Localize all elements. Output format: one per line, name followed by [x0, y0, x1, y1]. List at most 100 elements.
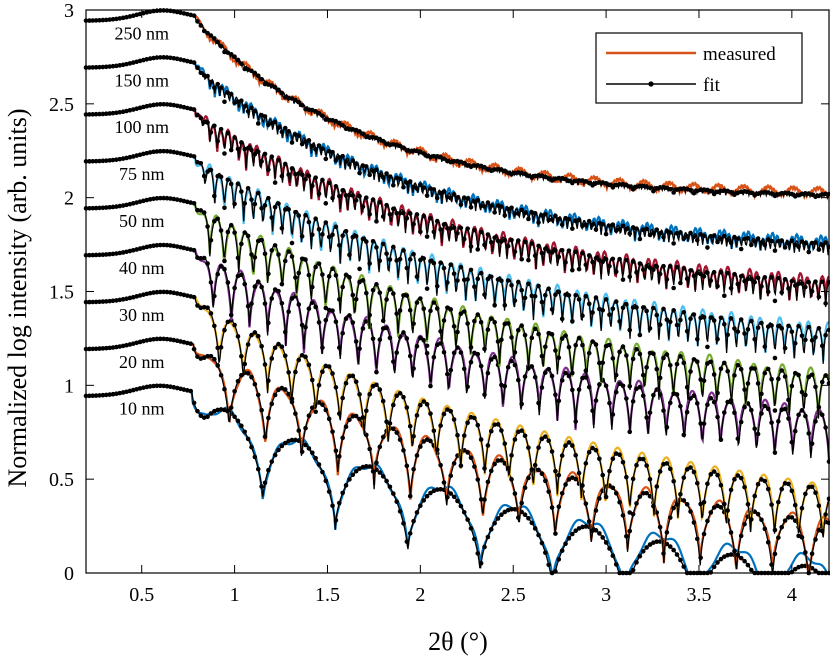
- fit-marker: [681, 309, 687, 315]
- fit-marker: [340, 435, 345, 441]
- fit-marker: [816, 325, 822, 331]
- fit-marker: [448, 367, 454, 373]
- fit-marker: [272, 84, 278, 90]
- fit-marker: [529, 467, 535, 472]
- fit-marker: [367, 172, 372, 178]
- fit-marker: [762, 344, 768, 349]
- fit-marker: [212, 85, 217, 91]
- fit-marker: [320, 402, 325, 407]
- fit-marker: [499, 337, 504, 343]
- fit-marker: [350, 320, 356, 325]
- fit-marker: [242, 230, 248, 235]
- fit-marker: [391, 359, 396, 364]
- fit-marker: [232, 388, 237, 394]
- fit-marker: [384, 202, 389, 208]
- fit-marker: [553, 392, 558, 398]
- fit-marker: [168, 102, 173, 107]
- fit-marker: [600, 307, 606, 313]
- fit-marker: [586, 301, 592, 307]
- fit-marker: [431, 300, 437, 305]
- fit-marker: [482, 392, 487, 397]
- fit-marker: [722, 293, 727, 299]
- fit-marker: [215, 271, 221, 277]
- fit-marker: [360, 131, 366, 137]
- fit-marker: [515, 170, 521, 175]
- fit-marker: [377, 337, 383, 342]
- fit-marker: [556, 254, 562, 260]
- fit-marker: [451, 324, 457, 329]
- fit-marker: [813, 279, 818, 284]
- fit-marker: [418, 503, 423, 509]
- fit-marker: [269, 215, 275, 220]
- fit-marker: [556, 398, 562, 404]
- fit-marker: [691, 469, 697, 475]
- fit-marker: [600, 472, 606, 478]
- fit-marker: [515, 211, 521, 216]
- fit-marker: [370, 197, 376, 202]
- fit-marker: [651, 230, 656, 236]
- fit-marker: [276, 447, 281, 453]
- fit-marker: [306, 173, 312, 179]
- fit-marker: [448, 473, 454, 479]
- fit-marker: [323, 220, 329, 225]
- fit-marker: [752, 336, 757, 342]
- fit-marker: [299, 141, 305, 147]
- fit-marker: [465, 384, 470, 390]
- fit-marker: [688, 509, 693, 514]
- fit-marker: [654, 264, 660, 269]
- fit-marker: [485, 327, 491, 332]
- fit-marker: [667, 230, 673, 235]
- fit-marker: [100, 252, 106, 257]
- fit-marker: [755, 325, 761, 331]
- fit-marker: [154, 383, 160, 389]
- fit-marker: [90, 18, 96, 23]
- fit-marker: [451, 158, 457, 164]
- fit-marker: [357, 392, 362, 397]
- fit-marker: [326, 234, 332, 240]
- fit-marker: [380, 434, 386, 440]
- fit-marker: [364, 319, 369, 324]
- fit-marker: [225, 408, 231, 413]
- fit-marker: [195, 354, 200, 359]
- y-axis-label: Normalized log intensity (arb. units): [3, 108, 32, 487]
- fit-marker: [461, 509, 467, 515]
- fit-marker: [100, 346, 106, 351]
- y-tick-labels: 00.511.522.53: [49, 0, 74, 585]
- fit-marker: [266, 320, 271, 326]
- fit-marker: [701, 421, 707, 426]
- fit-marker: [384, 251, 389, 256]
- fit-marker: [803, 392, 808, 398]
- fit-marker: [347, 477, 352, 482]
- fit-marker: [330, 266, 335, 272]
- fit-marker: [742, 521, 747, 527]
- fit-marker: [485, 276, 491, 282]
- fit-marker: [580, 313, 585, 319]
- fit-marker: [212, 123, 217, 129]
- fit-marker: [320, 469, 325, 475]
- fit-marker: [735, 236, 741, 241]
- fit-marker: [110, 17, 116, 22]
- fit-marker: [367, 135, 372, 140]
- fit-marker: [681, 236, 687, 242]
- fit-marker: [657, 271, 663, 277]
- fit-marker: [97, 393, 102, 398]
- fit-marker: [225, 280, 231, 285]
- fit-marker: [651, 188, 656, 194]
- fit-marker: [532, 173, 538, 179]
- fit-marker: [536, 532, 541, 538]
- fit-marker: [269, 83, 275, 88]
- fit-marker: [117, 63, 123, 68]
- fit-marker: [289, 166, 295, 171]
- fit-marker: [164, 383, 170, 389]
- fit-marker: [546, 217, 551, 223]
- fit-marker: [276, 288, 281, 294]
- fit-marker: [644, 308, 649, 314]
- fit-marker: [735, 552, 741, 558]
- fit-marker: [255, 333, 261, 339]
- fit-marker: [245, 371, 251, 376]
- fit-marker: [198, 23, 204, 28]
- fit-marker: [93, 111, 99, 117]
- fit-markers-50nm: [83, 195, 830, 413]
- fit-marker: [418, 229, 423, 235]
- fit-marker: [262, 480, 268, 486]
